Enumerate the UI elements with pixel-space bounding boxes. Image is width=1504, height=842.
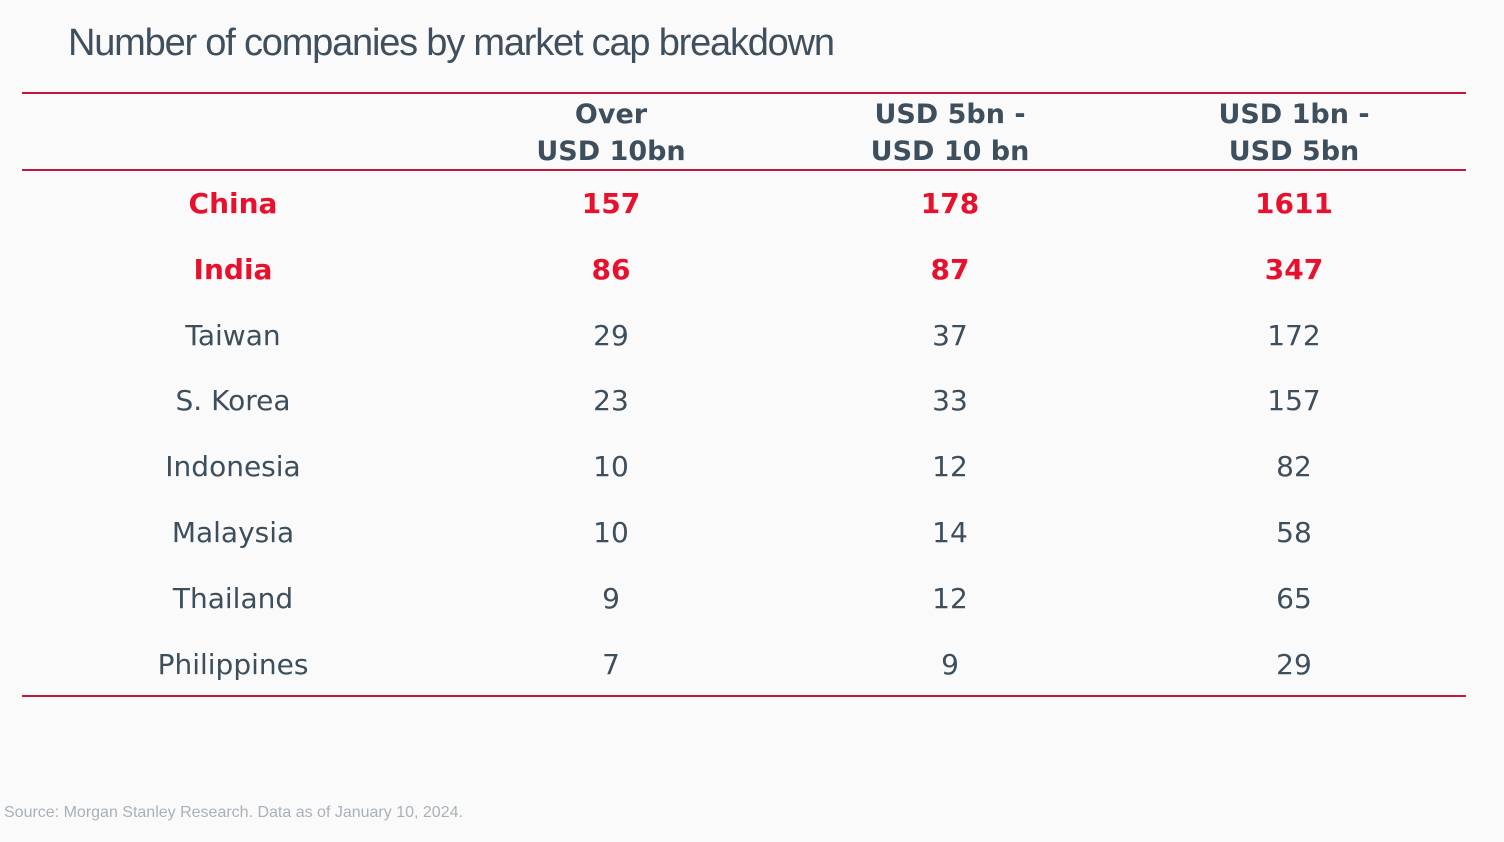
column-header-line: Over <box>574 99 648 130</box>
column-header-5bn-10bn: USD 5bn - USD 10 bn <box>871 96 1030 168</box>
value-cell: 58 <box>1276 516 1312 549</box>
table-row: Indonesia 10 12 82 <box>0 447 1504 487</box>
column-header-line: USD 10bn <box>536 136 686 167</box>
table-row: Thailand 9 12 65 <box>0 579 1504 619</box>
value-cell: 9 <box>602 582 620 615</box>
value-cell: 86 <box>591 253 631 286</box>
value-cell: 82 <box>1276 450 1312 483</box>
country-label: S. Korea <box>175 384 291 417</box>
bottom-rule <box>22 695 1466 697</box>
column-header-line: USD 1bn - <box>1218 99 1370 130</box>
table-row: Taiwan 29 37 172 <box>0 316 1504 356</box>
country-label: India <box>193 253 273 286</box>
country-label: Thailand <box>172 582 294 615</box>
column-header-1bn-5bn: USD 1bn - USD 5bn <box>1218 96 1369 168</box>
country-label: China <box>188 187 278 220</box>
value-cell: 172 <box>1267 319 1321 352</box>
column-header-over-10bn: Over USD 10bn <box>536 96 685 168</box>
value-cell: 12 <box>932 450 968 483</box>
table-row: China 157 178 1611 <box>0 184 1504 224</box>
value-cell: 29 <box>593 319 629 352</box>
country-label: Indonesia <box>165 450 301 483</box>
table-row: Philippines 7 9 29 <box>0 645 1504 685</box>
country-label: Malaysia <box>171 516 295 549</box>
value-cell: 65 <box>1276 582 1312 615</box>
value-cell: 347 <box>1264 253 1324 286</box>
chart-title: Number of companies by market cap breakd… <box>68 22 835 64</box>
column-header-line: USD 5bn - <box>874 99 1026 130</box>
source-note: Source: Morgan Stanley Research. Data as… <box>4 804 463 821</box>
country-label: Philippines <box>157 648 309 681</box>
value-cell: 157 <box>581 187 641 220</box>
value-cell: 12 <box>932 582 968 615</box>
header-rule <box>22 169 1466 171</box>
value-cell: 14 <box>932 516 968 549</box>
value-cell: 1611 <box>1255 187 1333 220</box>
country-label: Taiwan <box>185 319 281 352</box>
value-cell: 23 <box>593 384 629 417</box>
value-cell: 157 <box>1267 384 1321 417</box>
value-cell: 10 <box>593 450 629 483</box>
value-cell: 37 <box>932 319 968 352</box>
table-row: S. Korea 23 33 157 <box>0 381 1504 421</box>
value-cell: 10 <box>593 516 629 549</box>
value-cell: 7 <box>602 648 620 681</box>
column-header-line: USD 10 bn <box>870 136 1030 167</box>
top-rule <box>22 92 1466 94</box>
value-cell: 9 <box>941 648 959 681</box>
table-row: India 86 87 347 <box>0 250 1504 290</box>
value-cell: 29 <box>1276 648 1312 681</box>
column-header-line: USD 5bn <box>1228 136 1360 167</box>
value-cell: 33 <box>932 384 968 417</box>
value-cell: 178 <box>920 187 980 220</box>
value-cell: 87 <box>930 253 970 286</box>
table-row: Malaysia 10 14 58 <box>0 513 1504 553</box>
